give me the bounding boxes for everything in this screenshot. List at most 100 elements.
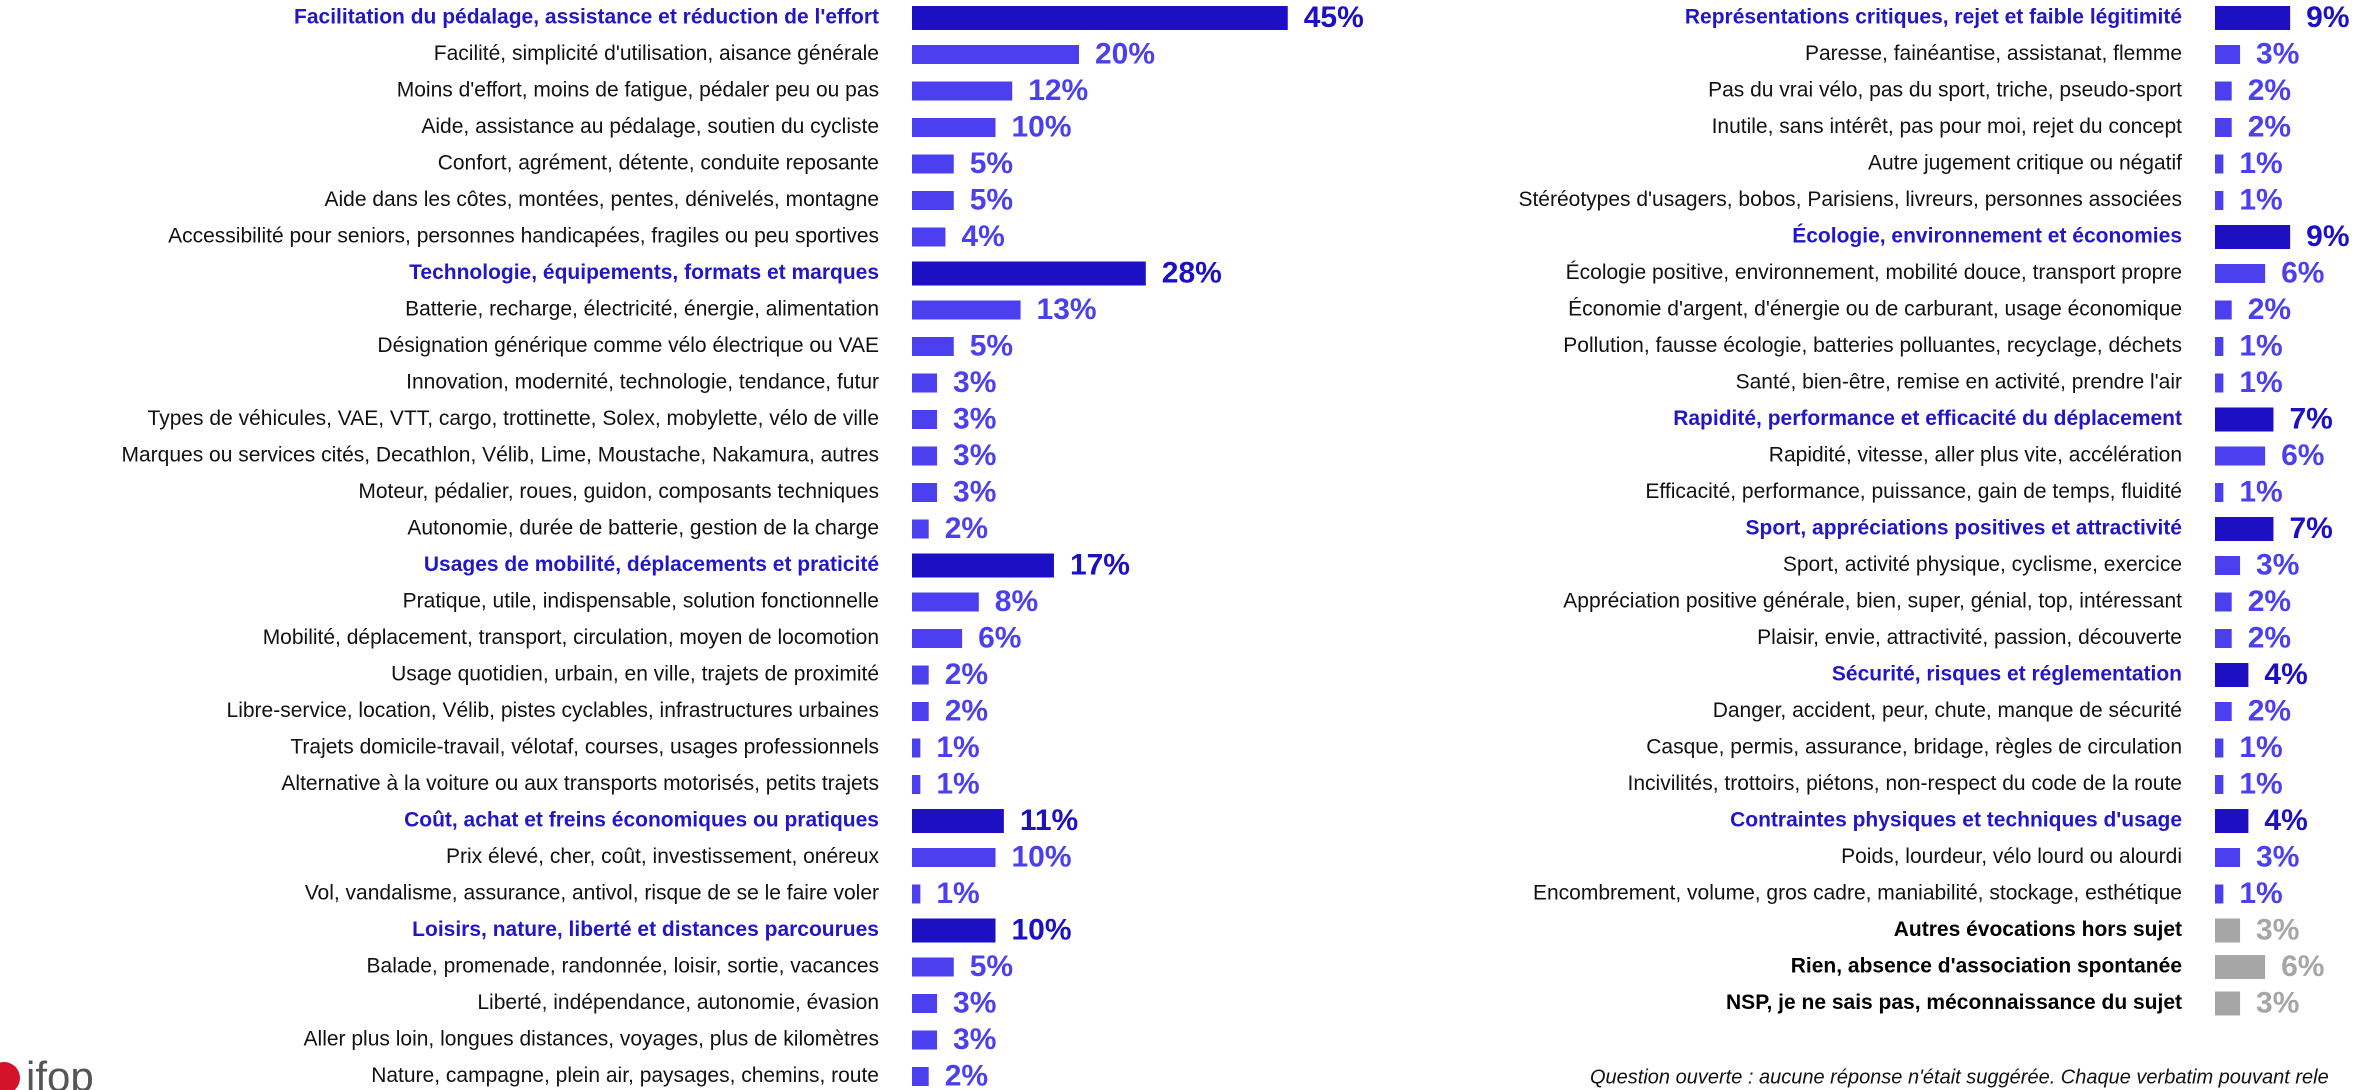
value-label: 2% [2248,293,2291,326]
bar [2215,264,2266,283]
bar [2215,556,2241,575]
bar [912,519,929,539]
bar [2215,775,2224,794]
value-label: 5% [970,147,1013,180]
bar [912,918,996,943]
category-label: Types de véhicules, VAE, VTT, cargo, tro… [148,407,879,430]
bar [2215,991,2241,1016]
bar [2215,191,2224,210]
value-label: 2% [2248,110,2291,143]
value-label: 1% [2239,767,2282,800]
bar [912,738,921,758]
category-label: Mobilité, déplacement, transport, circul… [263,626,879,649]
value-label: 9% [2306,220,2349,253]
value-label: 2% [2248,74,2291,107]
category-label: Rien, absence d'association spontanée [1791,955,2182,978]
bar [2215,154,2224,174]
bar [912,6,1288,30]
category-label: Sport, appréciations positives et attrac… [1746,517,2182,540]
value-label: 3% [953,402,996,435]
value-label: 1% [2239,475,2282,508]
bar [912,957,954,977]
bar [2215,592,2232,612]
value-label: 3% [953,439,996,472]
category-label: Accessibilité pour seniors, personnes ha… [168,225,879,248]
category-label: Rapidité, vitesse, aller plus vite, accé… [1769,444,2182,467]
category-label: Plaisir, envie, attractivité, passion, d… [1757,626,2182,649]
category-label: Rapidité, performance et efficacité du d… [1673,407,2182,430]
category-label: Autonomie, durée de batterie, gestion de… [407,517,879,540]
value-label: 13% [1037,293,1097,326]
category-label: Représentations critiques, rejet et faib… [1685,6,2182,29]
category-label: Santé, bien-être, remise en activité, pr… [1736,371,2182,394]
category-label: Autres évocations hors sujet [1894,918,2182,941]
category-label: Aller plus loin, longues distances, voya… [304,1028,879,1051]
category-label: Alternative à la voiture ou aux transpor… [281,772,879,795]
footnote: Question ouverte : aucune réponse n'étai… [1590,1066,2329,1088]
category-label: NSP, je ne sais pas, méconnaissance du s… [1726,991,2182,1014]
bar [2215,738,2224,758]
value-label: 10% [1012,110,1072,143]
bar [912,592,979,612]
category-label: Vol, vandalisme, assurance, antivol, ris… [305,882,879,905]
bar [912,261,1146,286]
bar [912,154,954,174]
category-label: Moteur, pédalier, roues, guidon, composa… [358,480,879,503]
value-label: 3% [953,475,996,508]
value-label: 10% [1012,913,1072,946]
bar [912,337,954,356]
bar [912,994,938,1013]
value-label: 3% [2256,37,2299,70]
category-label: Aide, assistance au pédalage, soutien du… [421,115,879,138]
category-label: Inutile, sans intérêt, pas pour moi, rej… [1712,115,2183,138]
bar [2215,848,2241,867]
value-label: 6% [2281,950,2324,983]
bar [2215,407,2274,432]
bar [2215,629,2232,648]
bar [2215,702,2232,721]
value-label: 2% [945,658,988,691]
value-label: 3% [953,986,996,1019]
bar [912,809,1004,833]
value-label: 1% [936,877,979,910]
bar [912,553,1054,578]
category-label: Efficacité, performance, puissance, gain… [1645,480,2182,503]
bar [912,884,921,904]
bar [2215,663,2249,687]
category-label: Écologie, environnement et économies [1792,225,2182,248]
category-label: Libre-service, location, Vélib, pistes c… [227,699,879,722]
value-label: 2% [945,694,988,727]
bar [2215,225,2291,249]
category-label: Économie d'argent, d'énergie ou de carbu… [1568,298,2182,321]
bar [912,300,1021,320]
value-label: 2% [945,512,988,545]
bar [912,446,938,466]
value-label: 4% [2264,804,2307,837]
bar [912,118,996,137]
category-label: Marques ou services cités, Decathlon, Vé… [121,444,879,467]
bar [912,665,929,685]
value-label: 10% [1012,840,1072,873]
category-label: Balade, promenade, randonnée, loisir, so… [367,955,879,978]
value-label: 45% [1304,1,1364,34]
category-label: Autre jugement critique ou négatif [1868,152,2182,175]
category-label: Appréciation positive générale, bien, su… [1563,590,2182,613]
value-label: 1% [936,731,979,764]
bar [2215,300,2232,320]
category-label: Contraintes physiques et techniques d'us… [1730,809,2182,832]
value-label: 20% [1095,37,1155,70]
value-label: 6% [978,621,1021,654]
value-label: 11% [1020,804,1078,837]
category-label: Sport, activité physique, cyclisme, exer… [1783,553,2182,576]
category-label: Moins d'effort, moins de fatigue, pédale… [397,79,879,102]
value-label: 5% [970,329,1013,362]
bar [2215,373,2224,393]
value-label: 3% [2256,913,2299,946]
value-label: 5% [970,950,1013,983]
category-label: Nature, campagne, plein air, paysages, c… [371,1064,879,1087]
category-label: Technologie, équipements, formats et mar… [409,261,879,284]
value-label: 1% [2239,147,2282,180]
bar [2215,118,2232,137]
category-label: Pollution, fausse écologie, batteries po… [1563,334,2182,357]
category-label: Danger, accident, peur, chute, manque de… [1713,699,2182,722]
